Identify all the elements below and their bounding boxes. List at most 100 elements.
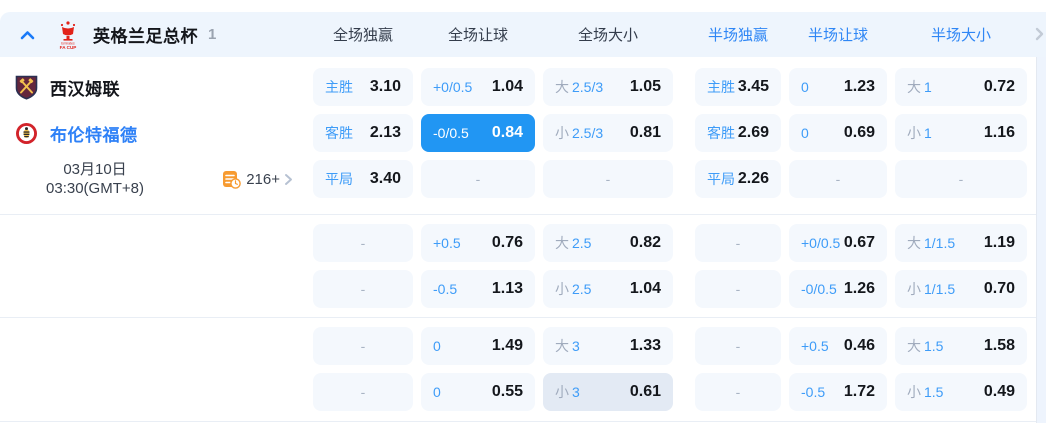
odds-label: 主胜 xyxy=(325,79,353,95)
odds-cell[interactable]: 平局 2.26 xyxy=(695,160,781,198)
odds-cell-empty: - xyxy=(313,327,413,365)
empty-dash: - xyxy=(360,384,366,400)
odds-cell[interactable]: +0/0.5 1.04 xyxy=(421,68,535,106)
odds-cell-empty: - xyxy=(313,373,413,411)
odds-label: 小 1.5 xyxy=(907,384,944,400)
match-count-badge: 1 xyxy=(208,26,217,43)
odds-cell[interactable]: 大 1 0.72 xyxy=(895,68,1027,106)
odds-value: 1.72 xyxy=(843,383,875,400)
odds-cell[interactable]: 小 2.5/3 0.81 xyxy=(543,114,673,152)
odds-cell[interactable]: 0 0.55 xyxy=(421,373,535,411)
odds-label: 0 xyxy=(433,338,441,354)
odds-value: 0.76 xyxy=(491,234,523,251)
home-team-name[interactable]: 西汉姆联 xyxy=(50,79,120,99)
odds-cell-empty: - xyxy=(421,160,535,198)
odds-table: 西汉姆联 主胜 3.10 +0/0.5 1.04 大 2.5/3 1.05 主胜 3.45 0 1.… xyxy=(0,57,1036,422)
odds-cell[interactable]: 主胜 3.45 xyxy=(695,68,781,106)
odds-cell[interactable]: 小 2.5 1.04 xyxy=(543,270,673,308)
chevron-right-icon xyxy=(284,173,293,186)
odds-value: 1.49 xyxy=(491,337,523,354)
more-markets-link[interactable]: 216+ xyxy=(222,170,293,189)
odds-value: 0.72 xyxy=(983,78,1015,95)
odds-value: 2.26 xyxy=(737,170,769,187)
odds-cell-empty: - xyxy=(543,160,673,198)
odds-value: 0.49 xyxy=(983,383,1015,400)
home-team-info: 西汉姆联 xyxy=(0,68,313,106)
scroll-right-icon[interactable] xyxy=(1034,27,1044,46)
odds-value: 3.10 xyxy=(369,78,401,95)
chevron-up-icon xyxy=(20,30,35,39)
odds-row-cells: 客胜 2.13 -0/0.5 0.84 小 2.5/3 0.81 客胜 2.69 0 0.69 小 1 1… xyxy=(313,114,1027,152)
odds-value: 0.55 xyxy=(491,383,523,400)
odds-cell[interactable]: 大 2.5 0.82 xyxy=(543,224,673,262)
odds-label: 大 2.5 xyxy=(555,235,592,251)
empty-dash: - xyxy=(360,338,366,354)
empty-left-slot xyxy=(0,327,313,365)
odds-label: 大 1/1.5 xyxy=(907,235,956,251)
odds-cell[interactable]: 小 3 0.61 xyxy=(543,373,673,411)
odds-value: 1.26 xyxy=(843,280,875,297)
odds-cell[interactable]: 大 2.5/3 1.05 xyxy=(543,68,673,106)
odds-cell[interactable]: 主胜 3.10 xyxy=(313,68,413,106)
odds-label: -0/0.5 xyxy=(433,125,469,141)
odds-label: 小 2.5/3 xyxy=(555,125,604,141)
fa-cup-logo-icon: Emirates FA CUP xyxy=(55,20,81,50)
odds-value: 1.33 xyxy=(629,337,661,354)
odds-row-cells: - +0.5 0.76 大 2.5 0.82 - +0/0.5 0.67 大 1/1.5 1.19 xyxy=(313,224,1027,262)
empty-dash: - xyxy=(360,281,366,297)
odds-cell[interactable]: 0 1.23 xyxy=(789,68,887,106)
home-team-badge-icon xyxy=(14,75,38,100)
match-date: 03月10日 xyxy=(63,160,127,178)
odds-cell[interactable]: 大 3 1.33 xyxy=(543,327,673,365)
odds-cell[interactable]: 客胜 2.69 xyxy=(695,114,781,152)
odds-cell[interactable]: -0/0.5 1.26 xyxy=(789,270,887,308)
odds-cell[interactable]: 大 1/1.5 1.19 xyxy=(895,224,1027,262)
odds-cell[interactable]: +0/0.5 0.67 xyxy=(789,224,887,262)
odds-cell[interactable]: 0 1.49 xyxy=(421,327,535,365)
odds-label: 0 xyxy=(801,79,809,95)
odds-label: 客胜 xyxy=(325,125,353,141)
empty-left-slot xyxy=(0,270,313,308)
match-time: 03:30(GMT+8) xyxy=(46,180,144,197)
odds-cell[interactable]: 客胜 2.13 xyxy=(313,114,413,152)
odds-cell[interactable]: 0 0.69 xyxy=(789,114,887,152)
home-team-row: 西汉姆联 主胜 3.10 +0/0.5 1.04 大 2.5/3 1.05 主胜 3.45 0 1.… xyxy=(0,68,1036,106)
column-header-ft-overunder: 全场大小 xyxy=(577,27,638,44)
odds-cell[interactable]: -0.5 1.13 xyxy=(421,270,535,308)
markets-list-icon xyxy=(223,170,242,189)
match-meta: 03月10日 03:30(GMT+8) xyxy=(0,160,313,198)
odds-row: - -0.5 1.13 小 2.5 1.04 - -0/0.5 1.26 小 1/1.5 0.70 xyxy=(0,270,1036,308)
odds-value: 1.23 xyxy=(843,78,875,95)
svg-text:Emirates: Emirates xyxy=(61,41,75,45)
odds-label: 平局 xyxy=(707,171,735,187)
odds-row-cells: 平局 3.40- - 平局 2.26- - xyxy=(313,160,1027,198)
svg-text:FA CUP: FA CUP xyxy=(60,45,77,50)
odds-value: 1.58 xyxy=(983,337,1015,354)
odds-cell[interactable]: +0.5 0.46 xyxy=(789,327,887,365)
empty-dash: - xyxy=(605,171,611,187)
odds-cell[interactable]: -0/0.5 0.84 xyxy=(421,114,535,152)
odds-cell[interactable]: 大 1.5 1.58 xyxy=(895,327,1027,365)
odds-cell[interactable]: +0.5 0.76 xyxy=(421,224,535,262)
odds-cell-empty: - xyxy=(313,224,413,262)
odds-row-cells: - -0.5 1.13 小 2.5 1.04 - -0/0.5 1.26 小 1/1.5 0.70 xyxy=(313,270,1027,308)
odds-value: 1.04 xyxy=(629,280,661,297)
odds-value: 1.13 xyxy=(491,280,523,297)
odds-row-cells: -0 1.49 大 3 1.33- +0.5 0.46 大 1.5 1.58 xyxy=(313,327,1027,365)
away-team-name[interactable]: 布伦特福德 xyxy=(50,125,138,145)
odds-cell[interactable]: 平局 3.40 xyxy=(313,160,413,198)
odds-label: 客胜 xyxy=(707,125,735,141)
collapse-button[interactable] xyxy=(16,28,39,42)
odds-cell[interactable]: -0.5 1.72 xyxy=(789,373,887,411)
markets-count: 216+ xyxy=(246,170,280,188)
odds-cell[interactable]: 小 1/1.5 0.70 xyxy=(895,270,1027,308)
odds-row: -0 1.49 大 3 1.33- +0.5 0.46 大 1.5 1.58 xyxy=(0,327,1036,365)
odds-cell[interactable]: 小 1 1.16 xyxy=(895,114,1027,152)
column-header-ht-handicap: 半场让球 xyxy=(807,27,868,44)
empty-dash: - xyxy=(475,171,481,187)
empty-dash: - xyxy=(735,338,741,354)
odds-value: 1.16 xyxy=(983,124,1015,141)
odds-cell[interactable]: 小 1.5 0.49 xyxy=(895,373,1027,411)
odds-value: 0.81 xyxy=(629,124,661,141)
